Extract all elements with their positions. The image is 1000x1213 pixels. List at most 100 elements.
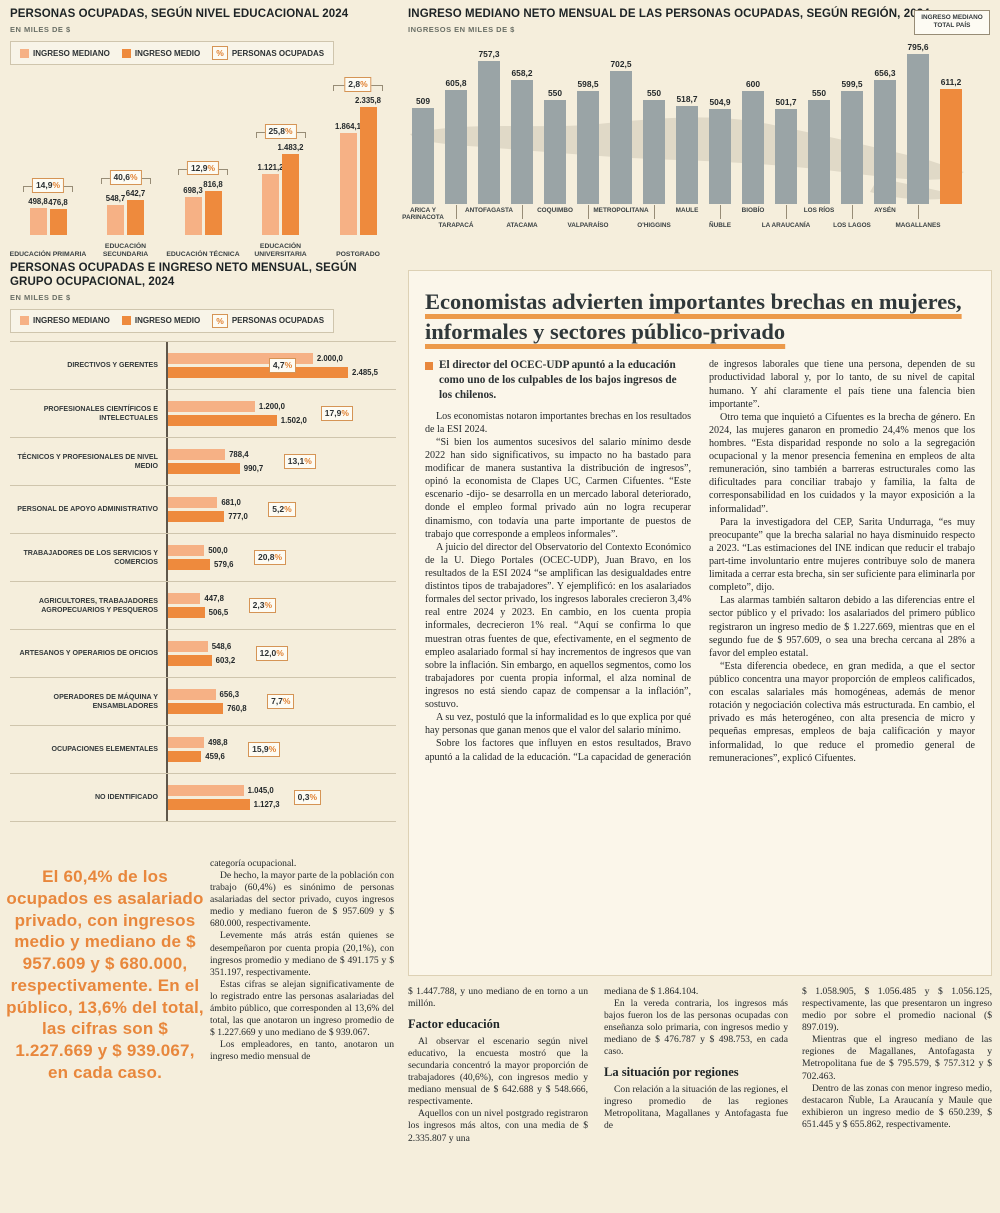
bar-ingreso-mediano: 548,7	[106, 194, 125, 236]
region-bar: 795,6	[907, 42, 929, 204]
pct-value: 17,9	[324, 408, 342, 419]
tick	[720, 204, 721, 219]
bar-ingreso-mediano	[168, 545, 205, 557]
bar-value: 548,6	[211, 642, 232, 652]
occupation-bars: 500,0 579,6 20,8%	[168, 534, 396, 581]
bar	[808, 100, 830, 204]
medio-color-swatch	[121, 316, 131, 326]
percent-sign: %	[284, 360, 293, 371]
pct-badge: 14,9%	[31, 178, 65, 193]
edu-bar-pair: 498,8 476,8	[12, 197, 84, 236]
occupation-label: NO IDENTIFICADO	[10, 774, 168, 822]
legend-item-ingreso-medio: INGRESO MEDIO	[121, 48, 200, 58]
article-paragraph: A su vez, postuló que la informalidad es…	[425, 712, 691, 737]
bar-value: 500,0	[208, 546, 228, 556]
pct-bracket: 12,9%	[178, 160, 228, 176]
bar-value: 656,3	[219, 690, 240, 700]
region-bar: 550	[544, 88, 566, 204]
tick	[456, 204, 457, 219]
bar-ingreso-medio	[168, 655, 212, 667]
category-label: EDUCACIÓN TÉCNICA	[166, 251, 240, 259]
pct-badge: 0,3%	[293, 790, 322, 805]
category-label: LOS LAGOS	[833, 221, 871, 229]
percent-sign: %	[274, 552, 283, 563]
percent-sign: %	[52, 180, 61, 191]
bar-value: 1.200,0	[258, 402, 285, 412]
body-paragraph: Mientras que el ingreso mediano de las r…	[802, 1034, 992, 1082]
pct-bracket: 2,8%	[333, 77, 383, 93]
bar	[478, 61, 500, 204]
occupation-rows: DIRECTIVOS Y GERENTES 2.000,0 2.485,5 4,7% P…	[10, 341, 396, 823]
legend-label-mediano: INGRESO MEDIANO	[33, 316, 110, 326]
bar-value: 2.335,8	[354, 96, 382, 106]
article-paragraph: A juicio del director del Observatorio d…	[425, 541, 691, 711]
bar-value: 2.485,5	[352, 368, 379, 378]
bar-ingreso-medio: 1.483,2	[277, 143, 304, 236]
legend-item-ingreso-mediano: INGRESO MEDIANO	[20, 316, 110, 326]
bar-value: 599,5	[841, 78, 863, 89]
legend-label-pct: PERSONAS OCUPADAS	[231, 48, 325, 58]
article-paragraph: Para la investigadora del CEP, Sarita Un…	[709, 516, 975, 594]
bar-value: 498,8	[28, 197, 48, 207]
bar-value: 506,5	[208, 608, 229, 618]
category-label: VALPARAÍSO	[567, 221, 609, 229]
body-paragraph: Con relación a la situación de las regio…	[604, 1084, 788, 1132]
pullquote-text: El 60,4% de los ocupados es asalariado p…	[6, 867, 204, 1082]
bar-value: 642,7	[125, 189, 146, 199]
occupation-label: TRABAJADORES DE LOS SERVICIOS Y COMERCIO…	[10, 534, 168, 582]
section-subhead: Factor educación	[408, 1017, 500, 1032]
category-label: AYSÉN	[874, 206, 896, 214]
article-paragraph: Los economistas notaron importantes brec…	[425, 410, 691, 435]
section-subhead: La situación por regiones	[604, 1065, 739, 1080]
bar-value: 698,3	[183, 186, 203, 196]
education-chart-title: PERSONAS OCUPADAS, SEGÚN NIVEL EDUCACION…	[10, 8, 349, 20]
pct-badge: 4,7%	[268, 358, 297, 373]
article-lead-text: El director del OCEC-UDP apuntó a la edu…	[439, 359, 677, 401]
bar-value: 550	[647, 88, 661, 99]
bar-ingreso-mediano: 1.864,1	[335, 122, 361, 236]
bar-ingreso-mediano	[168, 353, 313, 365]
bar-ingreso-mediano: 498,8	[28, 197, 48, 236]
edu-group: 12,9% 698,3 816,8 EDUCACIÓN TÉCNICA	[166, 71, 240, 259]
bar	[643, 100, 665, 204]
occupation-bars: 681,0 777,0 5,2%	[168, 486, 396, 533]
bar-ingreso-medio	[168, 559, 210, 571]
occupation-label: OPERADORES DE MÁQUINA Y ENSAMBLADORES	[10, 678, 168, 726]
bar-value: 1.502,0	[280, 416, 307, 426]
body-paragraph: En la vereda contraria, los ingresos más…	[604, 998, 788, 1058]
bottom-column-3: mediana de $ 1.864.104. En la vereda cont…	[604, 986, 788, 1210]
article-paragraph: Sobre los factores que influyen en estos…	[425, 359, 975, 763]
pct-badge: 5,2%	[268, 502, 296, 517]
region-chart-title: INGRESO MEDIANO NETO MENSUAL DE LAS PERS…	[408, 8, 930, 20]
occupation-row: PROFESIONALES CIENTÍFICOS E INTELECTUALE…	[10, 390, 396, 439]
bar-value: 777,0	[228, 512, 248, 522]
bottom-column-1: categoría ocupacional. De hecho, la mayor…	[210, 858, 394, 1210]
edu-bar-pair: 548,7 642,7	[90, 189, 162, 236]
edu-plot: 14,9% 498,8 476,8 EDUCACIÓN PRIMARIA 40,6% 54…	[10, 71, 396, 259]
bar	[577, 90, 599, 204]
bar-value: 598,5	[577, 78, 599, 89]
bar-ingreso-medio: 642,7	[126, 189, 145, 236]
bar	[610, 71, 632, 204]
occupation-row: AGRICULTORES, TRABAJADORES AGROPECUARIOS…	[10, 582, 396, 631]
bar-ingreso-medio	[168, 799, 250, 811]
bar	[874, 80, 896, 204]
bar	[676, 106, 698, 204]
bar	[445, 89, 467, 204]
percent-sign: %	[284, 126, 293, 137]
bar-ingreso-medio	[168, 415, 277, 427]
region-bar: 656,3	[874, 68, 896, 204]
bar-value: 788,4	[229, 450, 249, 460]
occupation-chart-panel: PERSONAS OCUPADAS E INGRESO NETO MENSUAL…	[10, 262, 396, 854]
occupation-bars: 1.045,0 1.127,3 0,3%	[168, 774, 396, 821]
pct-bracket: 25,8%	[255, 124, 306, 139]
bar-ingreso-medio: 476,8	[48, 198, 68, 236]
bar-value: 603,2	[215, 656, 236, 666]
education-chart-legend: INGRESO MEDIANO INGRESO MEDIO % PERSONAS …	[10, 40, 335, 66]
occupation-bars: 548,6 603,2 12,0%	[168, 630, 396, 677]
occupation-label: ARTESANOS Y OPERARIOS DE OFICIOS	[10, 630, 168, 678]
bar-value: 447,8	[204, 594, 224, 604]
tick	[918, 204, 919, 219]
pct-value: 20,8	[257, 552, 275, 563]
percent-sign: %	[268, 744, 277, 755]
